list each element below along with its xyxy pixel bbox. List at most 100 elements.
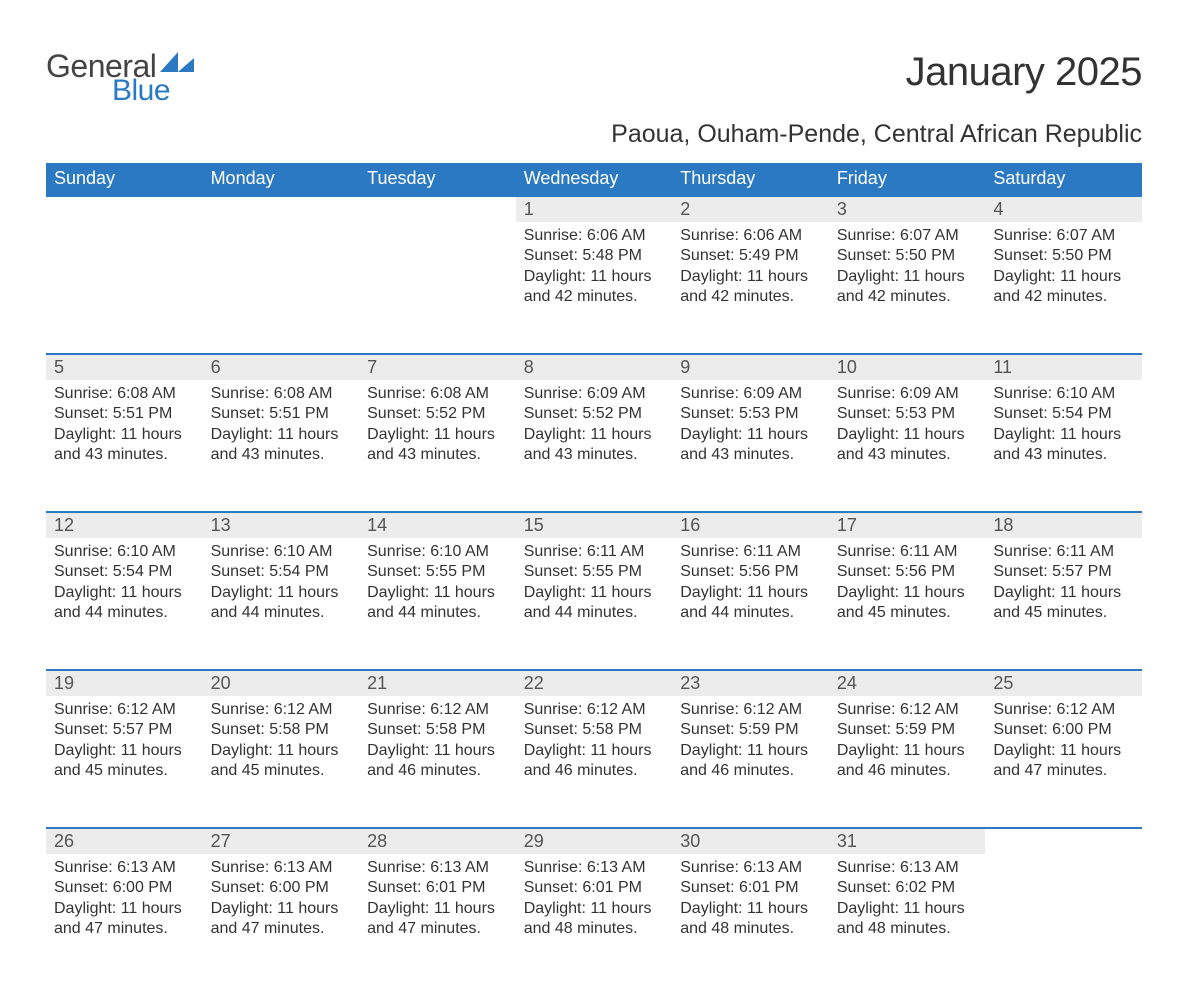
day-body-cell: Sunrise: 6:13 AMSunset: 6:02 PMDaylight:… [829, 854, 986, 986]
sunrise-line: Sunrise: 6:06 AM [680, 226, 821, 246]
day-number-cell: 22 [516, 670, 673, 696]
day-number-cell: 17 [829, 512, 986, 538]
sunset-value: 6:00 PM [269, 879, 329, 896]
sunset-line: Sunset: 5:53 PM [837, 404, 978, 424]
day-body-cell: Sunrise: 6:07 AMSunset: 5:50 PMDaylight:… [829, 222, 986, 354]
sunrise-value: 6:12 AM [274, 701, 333, 718]
day-body-cell: Sunrise: 6:06 AMSunset: 5:48 PMDaylight:… [516, 222, 673, 354]
sunset-value: 6:02 PM [896, 879, 956, 896]
day-body-cell: Sunrise: 6:10 AMSunset: 5:54 PMDaylight:… [985, 380, 1142, 512]
sunrise-line: Sunrise: 6:12 AM [680, 700, 821, 720]
sunset-line: Sunset: 5:55 PM [367, 562, 508, 582]
day-body-cell: Sunrise: 6:09 AMSunset: 5:53 PMDaylight:… [829, 380, 986, 512]
sunrise-line: Sunrise: 6:08 AM [54, 384, 195, 404]
weekday-header: Monday [203, 163, 360, 196]
sunset-line: Sunset: 6:00 PM [54, 878, 195, 898]
sunrise-line: Sunrise: 6:10 AM [367, 542, 508, 562]
day-number-cell [985, 828, 1142, 854]
day-number-row: 1234 [46, 196, 1142, 222]
sunrise-line: Sunrise: 6:13 AM [524, 858, 665, 878]
daylight-line: Daylight: 11 hours and 43 minutes. [54, 425, 195, 466]
sunset-value: 5:49 PM [739, 247, 799, 264]
day-number-cell: 4 [985, 196, 1142, 222]
sunset-line: Sunset: 5:49 PM [680, 246, 821, 266]
day-number-cell: 29 [516, 828, 673, 854]
logo: General Blue [46, 50, 194, 106]
day-body-cell: Sunrise: 6:09 AMSunset: 5:53 PMDaylight:… [672, 380, 829, 512]
sunset-line: Sunset: 5:52 PM [524, 404, 665, 424]
sunset-line: Sunset: 5:51 PM [54, 404, 195, 424]
day-body-row: Sunrise: 6:08 AMSunset: 5:51 PMDaylight:… [46, 380, 1142, 512]
day-body-cell: Sunrise: 6:12 AMSunset: 5:58 PMDaylight:… [516, 696, 673, 828]
day-body-cell: Sunrise: 6:11 AMSunset: 5:56 PMDaylight:… [829, 538, 986, 670]
day-body-cell: Sunrise: 6:13 AMSunset: 6:00 PMDaylight:… [46, 854, 203, 986]
sunset-value: 6:01 PM [426, 879, 486, 896]
sunset-value: 5:58 PM [426, 721, 486, 738]
day-number-row: 567891011 [46, 354, 1142, 380]
day-body-cell: Sunrise: 6:13 AMSunset: 6:01 PMDaylight:… [672, 854, 829, 986]
weekday-header: Wednesday [516, 163, 673, 196]
sunrise-value: 6:12 AM [900, 701, 959, 718]
daylight-line: Daylight: 11 hours and 46 minutes. [680, 741, 821, 782]
daylight-line: Daylight: 11 hours and 44 minutes. [524, 583, 665, 624]
sunrise-value: 6:12 AM [743, 701, 802, 718]
sunset-value: 6:01 PM [739, 879, 799, 896]
sunrise-line: Sunrise: 6:13 AM [837, 858, 978, 878]
day-number-cell: 16 [672, 512, 829, 538]
sunrise-value: 6:09 AM [587, 385, 646, 402]
sunset-value: 5:54 PM [113, 563, 173, 580]
day-number-cell: 10 [829, 354, 986, 380]
sunrise-line: Sunrise: 6:08 AM [211, 384, 352, 404]
sunset-value: 5:53 PM [896, 405, 956, 422]
weekday-header: Thursday [672, 163, 829, 196]
sunset-value: 5:56 PM [896, 563, 956, 580]
day-body-cell: Sunrise: 6:13 AMSunset: 6:01 PMDaylight:… [516, 854, 673, 986]
sunrise-line: Sunrise: 6:12 AM [54, 700, 195, 720]
day-body-cell: Sunrise: 6:13 AMSunset: 6:00 PMDaylight:… [203, 854, 360, 986]
day-body-cell: Sunrise: 6:12 AMSunset: 6:00 PMDaylight:… [985, 696, 1142, 828]
sunset-value: 5:52 PM [582, 405, 642, 422]
sunrise-value: 6:13 AM [430, 859, 489, 876]
daylight-line: Daylight: 11 hours and 43 minutes. [680, 425, 821, 466]
sunrise-value: 6:12 AM [587, 701, 646, 718]
sunrise-line: Sunrise: 6:11 AM [680, 542, 821, 562]
sunrise-value: 6:10 AM [274, 543, 333, 560]
sunset-line: Sunset: 5:50 PM [993, 246, 1134, 266]
daylight-line: Daylight: 11 hours and 44 minutes. [680, 583, 821, 624]
sunset-line: Sunset: 5:58 PM [524, 720, 665, 740]
daylight-line: Daylight: 11 hours and 42 minutes. [993, 267, 1134, 308]
sunset-value: 6:00 PM [113, 879, 173, 896]
sunset-line: Sunset: 5:59 PM [837, 720, 978, 740]
weekday-header: Tuesday [359, 163, 516, 196]
day-number-cell: 21 [359, 670, 516, 696]
day-number-cell [46, 196, 203, 222]
day-body-cell [359, 222, 516, 354]
day-body-cell: Sunrise: 6:06 AMSunset: 5:49 PMDaylight:… [672, 222, 829, 354]
weekday-header: Friday [829, 163, 986, 196]
daylight-line: Daylight: 11 hours and 46 minutes. [367, 741, 508, 782]
sunrise-value: 6:06 AM [587, 227, 646, 244]
day-number-cell: 7 [359, 354, 516, 380]
sunset-line: Sunset: 6:01 PM [367, 878, 508, 898]
day-body-cell [985, 854, 1142, 986]
calendar-table: SundayMondayTuesdayWednesdayThursdayFrid… [46, 163, 1142, 986]
sunrise-value: 6:13 AM [900, 859, 959, 876]
day-body-cell: Sunrise: 6:12 AMSunset: 5:58 PMDaylight:… [203, 696, 360, 828]
day-number-cell: 30 [672, 828, 829, 854]
day-number-cell: 28 [359, 828, 516, 854]
day-body-cell: Sunrise: 6:13 AMSunset: 6:01 PMDaylight:… [359, 854, 516, 986]
day-body-cell: Sunrise: 6:08 AMSunset: 5:52 PMDaylight:… [359, 380, 516, 512]
daylight-line: Daylight: 11 hours and 42 minutes. [837, 267, 978, 308]
day-number-cell: 26 [46, 828, 203, 854]
sunrise-line: Sunrise: 6:09 AM [524, 384, 665, 404]
location-text: Paoua, Ouham-Pende, Central African Repu… [46, 120, 1142, 149]
day-body-row: Sunrise: 6:06 AMSunset: 5:48 PMDaylight:… [46, 222, 1142, 354]
daylight-line: Daylight: 11 hours and 44 minutes. [54, 583, 195, 624]
daylight-line: Daylight: 11 hours and 48 minutes. [524, 899, 665, 940]
day-body-cell: Sunrise: 6:11 AMSunset: 5:55 PMDaylight:… [516, 538, 673, 670]
day-body-cell [46, 222, 203, 354]
daylight-line: Daylight: 11 hours and 43 minutes. [993, 425, 1134, 466]
sunset-value: 5:59 PM [739, 721, 799, 738]
day-number-cell: 23 [672, 670, 829, 696]
daylight-line: Daylight: 11 hours and 48 minutes. [680, 899, 821, 940]
